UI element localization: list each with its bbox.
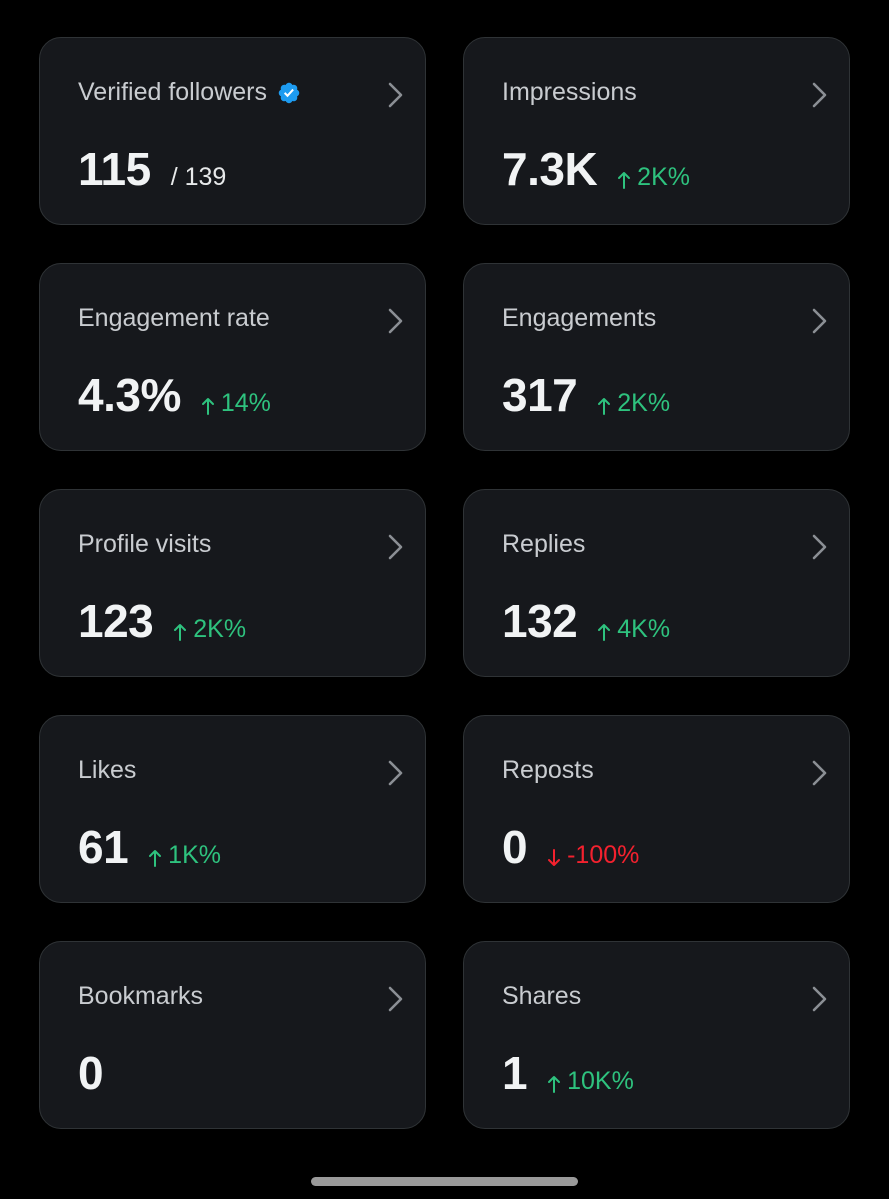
chevron-right-icon: [812, 534, 827, 560]
card-title: Bookmarks: [78, 982, 204, 1010]
metric-value: 0: [502, 821, 528, 873]
chevron-right-icon: [388, 308, 403, 334]
metric-delta-value: 1K%: [168, 841, 221, 869]
card-profile-visits[interactable]: Profile visits 123 2K%: [39, 489, 426, 677]
arrow-up-icon: [174, 623, 187, 641]
metric-delta-value: 14%: [220, 389, 271, 417]
metric-delta-value: 2K%: [617, 389, 671, 417]
value-row: 132 4K%: [502, 594, 670, 648]
card-title: Profile visits: [78, 530, 212, 558]
metric-value: 115: [78, 143, 151, 195]
chevron-right-icon: [388, 760, 403, 786]
card-title: Shares: [502, 982, 582, 1010]
verified-badge-icon: [278, 82, 300, 103]
value-row: 7.3K 2K%: [502, 142, 690, 196]
metrics-grid: Verified followers 115 / 139 Impressions…: [39, 37, 850, 1129]
metric-delta-value: -100%: [567, 841, 640, 869]
card-bookmarks[interactable]: Bookmarks 0: [39, 941, 426, 1129]
arrow-up-icon: [548, 1075, 561, 1093]
metric-delta: 1K%: [148, 841, 221, 870]
arrow-up-icon: [149, 849, 162, 867]
metric-delta-value: 10K%: [567, 1067, 634, 1095]
metric-value: 7.3K: [502, 143, 598, 195]
metric-value: 4.3%: [78, 369, 181, 421]
home-indicator-bar[interactable]: [311, 1177, 578, 1186]
card-title-row: Verified followers: [78, 78, 301, 107]
metric-value: 123: [78, 595, 154, 647]
value-row: 317 2K%: [502, 368, 670, 422]
metric-value: 132: [502, 595, 578, 647]
arrow-down-icon: [548, 848, 561, 866]
chevron-right-icon: [812, 986, 827, 1012]
value-row: 0: [78, 1046, 104, 1100]
metric-delta: 4K%: [597, 615, 670, 644]
metric-value: 0: [78, 1047, 104, 1099]
card-shares[interactable]: Shares 1 10K%: [463, 941, 850, 1129]
metric-delta: 2K%: [617, 163, 690, 192]
value-row: 115 / 139: [78, 142, 226, 196]
metric-delta: 10K%: [547, 1067, 634, 1096]
card-title-row: Reposts: [502, 756, 594, 785]
card-title: Replies: [502, 530, 586, 558]
card-verified-followers[interactable]: Verified followers 115 / 139: [39, 37, 426, 225]
card-likes[interactable]: Likes 61 1K%: [39, 715, 426, 903]
arrow-up-icon: [598, 397, 611, 415]
card-replies[interactable]: Replies 132 4K%: [463, 489, 850, 677]
card-title: Reposts: [502, 756, 594, 784]
card-title: Verified followers: [78, 78, 267, 106]
card-title-row: Shares: [502, 982, 581, 1011]
value-row: 4.3% 14%: [78, 368, 271, 422]
card-title-row: Engagements: [502, 304, 656, 333]
metric-value: 317: [502, 369, 578, 421]
metric-value: 1: [502, 1047, 528, 1099]
metric-delta: -100%: [547, 841, 639, 870]
card-title: Engagements: [502, 304, 657, 332]
metric-delta-value: 4K%: [617, 615, 671, 643]
metric-value: 61: [78, 821, 129, 873]
card-title-row: Likes: [78, 756, 136, 785]
arrow-up-icon: [598, 623, 611, 641]
arrow-up-icon: [618, 171, 631, 189]
value-row: 61 1K%: [78, 820, 221, 874]
metric-total: / 139: [170, 163, 227, 191]
card-title: Likes: [78, 756, 137, 784]
card-title-row: Replies: [502, 530, 585, 559]
chevron-right-icon: [812, 760, 827, 786]
chevron-right-icon: [388, 534, 403, 560]
chevron-right-icon: [388, 986, 403, 1012]
value-row: 1 10K%: [502, 1046, 634, 1100]
arrow-up-icon: [201, 397, 214, 415]
metric-delta: 14%: [201, 389, 271, 418]
metric-delta-value: 2K%: [193, 615, 247, 643]
value-row: 0 -100%: [502, 820, 639, 874]
card-title-row: Engagement rate: [78, 304, 270, 333]
value-row: 123 2K%: [78, 594, 246, 648]
metric-delta-value: 2K%: [637, 163, 690, 191]
card-title: Engagement rate: [78, 304, 270, 332]
card-title-row: Impressions: [502, 78, 637, 107]
chevron-right-icon: [388, 82, 403, 108]
card-title: Impressions: [502, 78, 637, 106]
card-title-row: Profile visits: [78, 530, 211, 559]
metric-delta: 2K%: [597, 389, 670, 418]
card-impressions[interactable]: Impressions 7.3K 2K%: [463, 37, 850, 225]
card-engagement-rate[interactable]: Engagement rate 4.3% 14%: [39, 263, 426, 451]
card-title-row: Bookmarks: [78, 982, 203, 1011]
card-reposts[interactable]: Reposts 0 -100%: [463, 715, 850, 903]
chevron-right-icon: [812, 82, 827, 108]
metric-delta: 2K%: [173, 615, 246, 644]
card-engagements[interactable]: Engagements 317 2K%: [463, 263, 850, 451]
chevron-right-icon: [812, 308, 827, 334]
